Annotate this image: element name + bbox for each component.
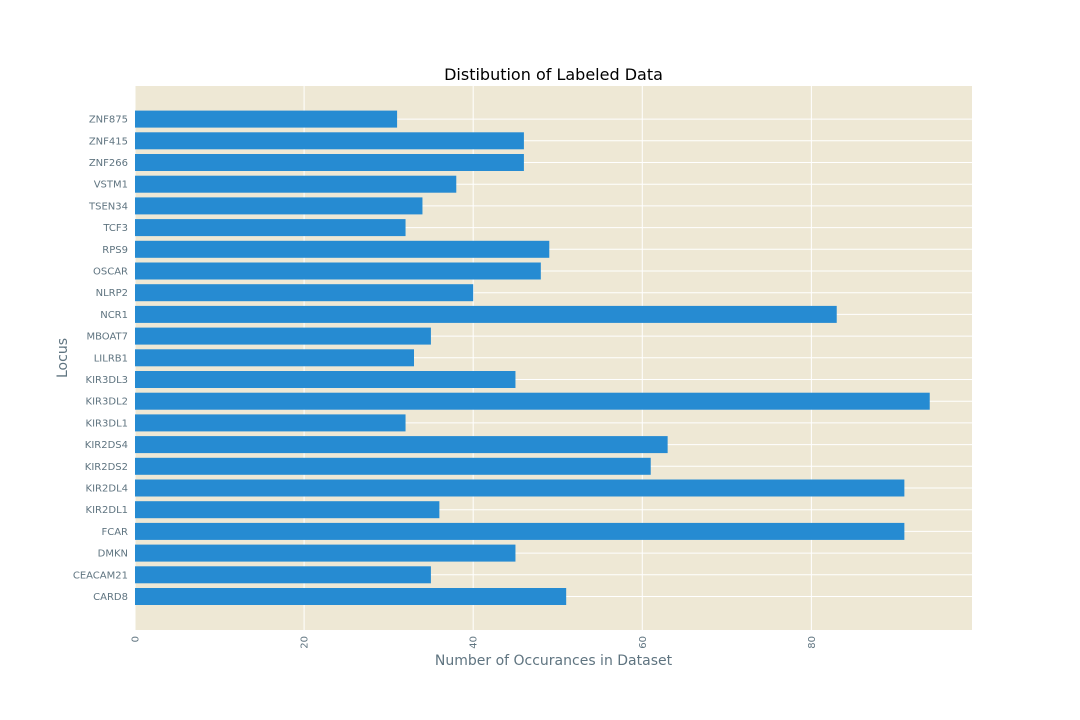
y-tick-label: FCAR [101, 527, 128, 538]
x-tick-label: 20 [300, 636, 311, 649]
bar-nlrp2 [135, 284, 474, 302]
y-tick-label: DMKN [98, 549, 128, 560]
bar-ncr1 [135, 305, 837, 323]
x-tick-label: 40 [469, 636, 480, 649]
y-tick-label: KIR2DS4 [85, 440, 128, 451]
x-tick-label: 80 [807, 636, 818, 649]
y-tick-label: CEACAM21 [73, 570, 128, 581]
y-tick-label: RPS9 [102, 245, 128, 256]
bar-lilrb1 [135, 349, 414, 367]
y-tick-label: NLRP2 [96, 288, 128, 299]
bar-znf415 [135, 132, 524, 150]
bar-kir3dl2 [135, 392, 930, 410]
bars [135, 110, 930, 605]
y-tick-label: KIR2DL4 [86, 484, 128, 495]
x-axis-label: Number of Occurances in Dataset [435, 653, 673, 669]
y-tick-label: CARD8 [93, 592, 128, 603]
x-tick-label: 60 [638, 636, 649, 649]
y-tick-label: TSEN34 [88, 201, 128, 212]
bar-card8 [135, 588, 567, 605]
bar-kir2dl4 [135, 479, 905, 497]
bar-vstm1 [135, 175, 457, 193]
y-tick-label: KIR3DL1 [86, 418, 128, 429]
bar-rps9 [135, 240, 550, 258]
y-tick-label: OSCAR [93, 267, 128, 278]
x-tick-labels: 0 20 40 60 80 [131, 636, 818, 649]
y-tick-label: MBOAT7 [86, 332, 128, 343]
bar-kir2ds2 [135, 457, 651, 475]
y-tick-label: LILRB1 [94, 353, 128, 364]
bar-kir2ds4 [135, 436, 668, 454]
y-tick-labels: CARD8 CEACAM21 DMKN FCAR KIR2DL1 KIR2DL4 KIR2D… [73, 115, 128, 603]
bar-dmkn [135, 544, 516, 562]
bar-znf875 [135, 110, 398, 128]
bar-kir2dl1 [135, 501, 440, 519]
bar-fcar [135, 522, 905, 540]
bar-tsen34 [135, 197, 423, 215]
x-tick-label: 0 [131, 636, 142, 642]
y-tick-label: ZNF875 [89, 115, 128, 126]
y-axis-label: Locus [55, 338, 71, 378]
y-tick-label: KIR3DL3 [86, 375, 128, 386]
y-tick-label: TCF3 [102, 223, 128, 234]
y-tick-label: VSTM1 [94, 180, 128, 191]
y-tick-label: ZNF415 [89, 136, 128, 147]
chart-title: Distibution of Labeled Data [444, 65, 663, 84]
bar-kir3dl3 [135, 371, 516, 388]
bar-ceacam21 [135, 566, 431, 584]
bar-tcf3 [135, 219, 406, 237]
y-tick-label: KIR2DS2 [85, 462, 128, 473]
bar-mboat7 [135, 327, 431, 345]
bar-kir3dl1 [135, 414, 406, 432]
y-tick-label: NCR1 [100, 310, 128, 321]
y-tick-label: KIR3DL2 [86, 397, 128, 408]
bar-znf266 [135, 154, 524, 171]
y-tick-label: KIR2DL1 [86, 505, 128, 516]
y-tick-label: ZNF266 [89, 158, 128, 169]
bar-oscar [135, 262, 541, 280]
